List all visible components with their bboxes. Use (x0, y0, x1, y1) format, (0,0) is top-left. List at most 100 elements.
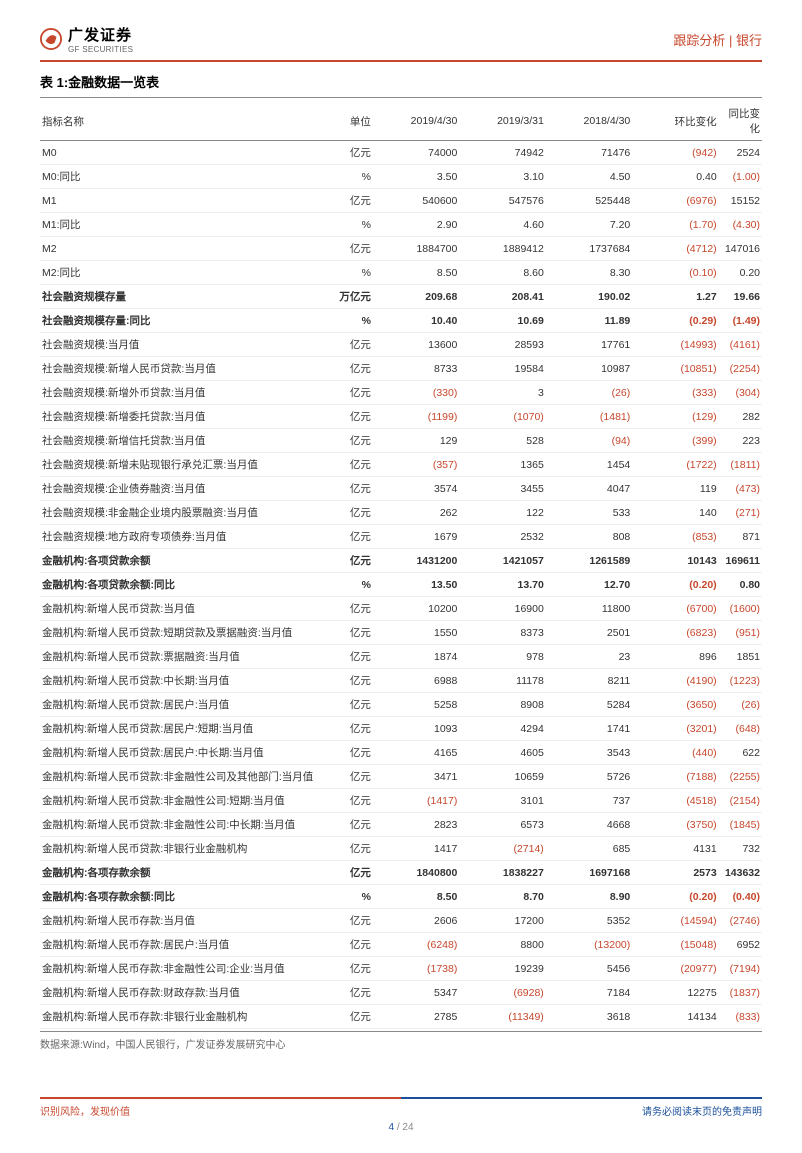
table-cell: 金融机构:新增人民币贷款:中长期:当月值 (40, 669, 315, 693)
table-row: 金融机构:新增人民币贷款:票据融资:当月值亿元1874978238961851 (40, 645, 762, 669)
table-cell: 11178 (459, 669, 545, 693)
table-cell: 亿元 (315, 189, 373, 213)
table-cell: (3650) (632, 693, 718, 717)
table-cell: 3455 (459, 477, 545, 501)
financial-data-table: 指标名称单位2019/4/302019/3/312018/4/30环比变化同比变… (40, 102, 762, 1029)
table-cell: (1481) (546, 405, 632, 429)
table-cell: (399) (632, 429, 718, 453)
table-cell: 社会融资规模:企业债券融资:当月值 (40, 477, 315, 501)
table-cell: 119 (632, 477, 718, 501)
table-cell: (1223) (719, 669, 762, 693)
table-cell: 12275 (632, 981, 718, 1005)
table-cell: 1851 (719, 645, 762, 669)
page-total: / 24 (394, 1122, 413, 1133)
table-title: 表 1:金融数据一览表 (40, 68, 762, 98)
table-cell: 2.90 (373, 213, 459, 237)
table-cell: 0.20 (719, 261, 762, 285)
table-cell: (129) (632, 405, 718, 429)
table-cell: 8.60 (459, 261, 545, 285)
table-cell: 2501 (546, 621, 632, 645)
table-cell: (333) (632, 381, 718, 405)
table-cell: 亿元 (315, 741, 373, 765)
table-cell: 808 (546, 525, 632, 549)
table-cell: 209.68 (373, 285, 459, 309)
table-cell: (1811) (719, 453, 762, 477)
table-row: 金融机构:新增人民币贷款:非金融性公司及其他部门:当月值亿元3471106595… (40, 765, 762, 789)
table-cell: 1737684 (546, 237, 632, 261)
table-cell: 4.60 (459, 213, 545, 237)
table-cell: 3471 (373, 765, 459, 789)
table-cell: (3201) (632, 717, 718, 741)
table-row: M1:同比%2.904.607.20(1.70)(4.30) (40, 213, 762, 237)
table-cell: 亿元 (315, 717, 373, 741)
table-header-cell: 指标名称 (40, 102, 315, 141)
table-cell: 亿元 (315, 333, 373, 357)
table-cell: 23 (546, 645, 632, 669)
table-cell: 1550 (373, 621, 459, 645)
table-cell: (473) (719, 477, 762, 501)
table-cell: 8.90 (546, 885, 632, 909)
table-cell: 7.20 (546, 213, 632, 237)
table-cell: M1:同比 (40, 213, 315, 237)
table-cell: 12.70 (546, 573, 632, 597)
table-cell: % (315, 885, 373, 909)
table-cell: (1.00) (719, 165, 762, 189)
table-cell: 74942 (459, 141, 545, 165)
table-cell: 1838227 (459, 861, 545, 885)
table-cell: 6573 (459, 813, 545, 837)
table-cell: 17761 (546, 333, 632, 357)
table-cell: 282 (719, 405, 762, 429)
table-cell: 8733 (373, 357, 459, 381)
table-cell: M1 (40, 189, 315, 213)
logo-text-en: GF SECURITIES (68, 45, 133, 54)
logo: 广发证券 GF SECURITIES (40, 24, 133, 54)
table-cell: % (315, 573, 373, 597)
table-row: 金融机构:新增人民币贷款:居民户:短期:当月值亿元109342941741(32… (40, 717, 762, 741)
table-cell: (6928) (459, 981, 545, 1005)
table-cell: 122 (459, 501, 545, 525)
table-cell: 亿元 (315, 525, 373, 549)
table-cell: 978 (459, 645, 545, 669)
page-footer: 识别风险，发现价值 请务必阅读末页的免责声明 4 / 24 (40, 1091, 762, 1133)
table-cell: 金融机构:新增人民币存款:当月值 (40, 909, 315, 933)
table-cell: (13200) (546, 933, 632, 957)
table-cell: (0.20) (632, 573, 718, 597)
table-cell: 1093 (373, 717, 459, 741)
table-cell: (4.30) (719, 213, 762, 237)
table-cell: 13.70 (459, 573, 545, 597)
table-cell: 533 (546, 501, 632, 525)
table-cell: 13.50 (373, 573, 459, 597)
table-cell: 万亿元 (315, 285, 373, 309)
table-row: 金融机构:新增人民币贷款:中长期:当月值亿元6988111788211(4190… (40, 669, 762, 693)
table-cell: (1600) (719, 597, 762, 621)
table-cell: (2714) (459, 837, 545, 861)
table-cell: (15048) (632, 933, 718, 957)
table-cell: 0.80 (719, 573, 762, 597)
table-cell: 社会融资规模:新增信托贷款:当月值 (40, 429, 315, 453)
logo-icon (40, 28, 62, 50)
table-cell: (951) (719, 621, 762, 645)
table-cell: 金融机构:新增人民币贷款:居民户:当月值 (40, 693, 315, 717)
table-cell: 223 (719, 429, 762, 453)
table-cell: 1365 (459, 453, 545, 477)
footer-left-text: 识别风险，发现价值 (40, 1103, 130, 1118)
table-cell: 亿元 (315, 501, 373, 525)
table-row: 社会融资规模:非金融企业境内股票融资:当月值亿元262122533140(271… (40, 501, 762, 525)
table-cell: % (315, 165, 373, 189)
table-cell: 金融机构:新增人民币贷款:非金融性公司及其他部门:当月值 (40, 765, 315, 789)
table-cell: 14134 (632, 1005, 718, 1029)
breadcrumb: 跟踪分析 | 银行 (673, 30, 762, 49)
table-cell: 亿元 (315, 933, 373, 957)
table-cell: 3 (459, 381, 545, 405)
table-cell: (4190) (632, 669, 718, 693)
table-cell: 6988 (373, 669, 459, 693)
table-cell: 1884700 (373, 237, 459, 261)
table-cell: (2255) (719, 765, 762, 789)
table-cell: 143632 (719, 861, 762, 885)
table-cell: 10.40 (373, 309, 459, 333)
table-cell: 208.41 (459, 285, 545, 309)
table-cell: (7188) (632, 765, 718, 789)
table-cell: (0.20) (632, 885, 718, 909)
table-body: M0亿元740007494271476(942)2524M0:同比%3.503.… (40, 141, 762, 1029)
table-row: 金融机构:新增人民币存款:居民户:当月值亿元(6248)8800(13200)(… (40, 933, 762, 957)
